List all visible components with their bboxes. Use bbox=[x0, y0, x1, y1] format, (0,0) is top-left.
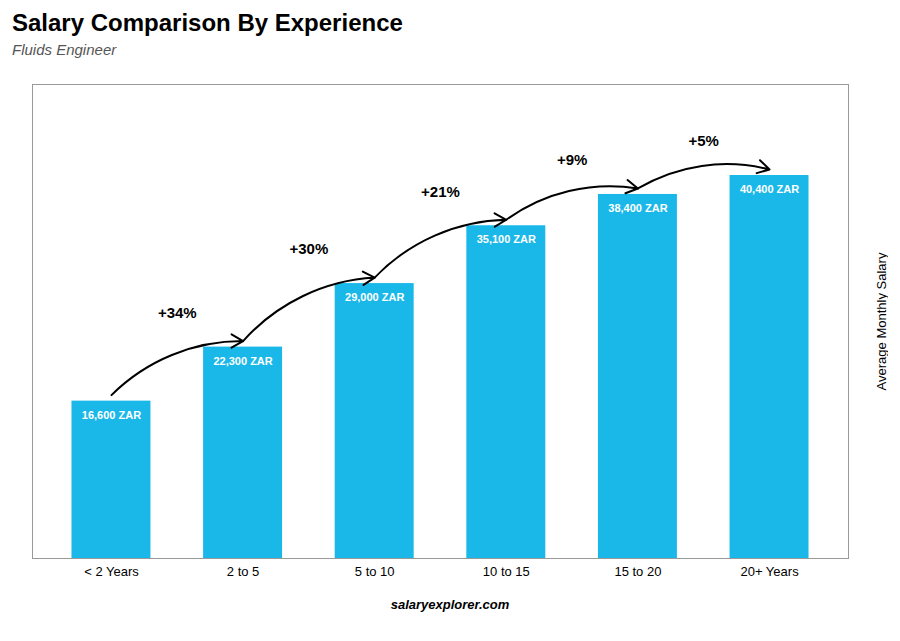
svg-text:22,300 ZAR: 22,300 ZAR bbox=[213, 355, 272, 367]
svg-text:+30%: +30% bbox=[289, 240, 328, 257]
html-text:Fluids Engineer: Fluids Engineer bbox=[12, 41, 117, 58]
svg-text:20+ Years: 20+ Years bbox=[740, 564, 799, 579]
svg-text:16,600 ZAR: 16,600 ZAR bbox=[82, 409, 141, 421]
svg-text:35,100 ZAR: 35,100 ZAR bbox=[477, 233, 536, 245]
svg-text:2 to 5: 2 to 5 bbox=[227, 564, 260, 579]
svg-text:5 to 10: 5 to 10 bbox=[355, 564, 395, 579]
svg-text:+5%: +5% bbox=[688, 132, 718, 149]
svg-text:29,000 ZAR: 29,000 ZAR bbox=[345, 291, 404, 303]
svg-text:+21%: +21% bbox=[421, 183, 460, 200]
svg-text:38,400 ZAR: 38,400 ZAR bbox=[608, 202, 667, 214]
svg-text:40,400 ZAR: 40,400 ZAR bbox=[740, 183, 799, 195]
svg-text:10 to 15: 10 to 15 bbox=[483, 564, 530, 579]
svg-text:< 2 Years: < 2 Years bbox=[84, 564, 139, 579]
svg-text:Average Monthly Salary: Average Monthly Salary bbox=[874, 252, 889, 390]
svg-text:+34%: +34% bbox=[158, 304, 197, 321]
html-text:Salary Comparison By Experienc: Salary Comparison By Experience bbox=[12, 9, 403, 36]
svg-text:+9%: +9% bbox=[557, 151, 587, 168]
svg-text:15 to 20: 15 to 20 bbox=[614, 564, 661, 579]
html-text:salaryexplorer.com: salaryexplorer.com bbox=[390, 597, 510, 612]
